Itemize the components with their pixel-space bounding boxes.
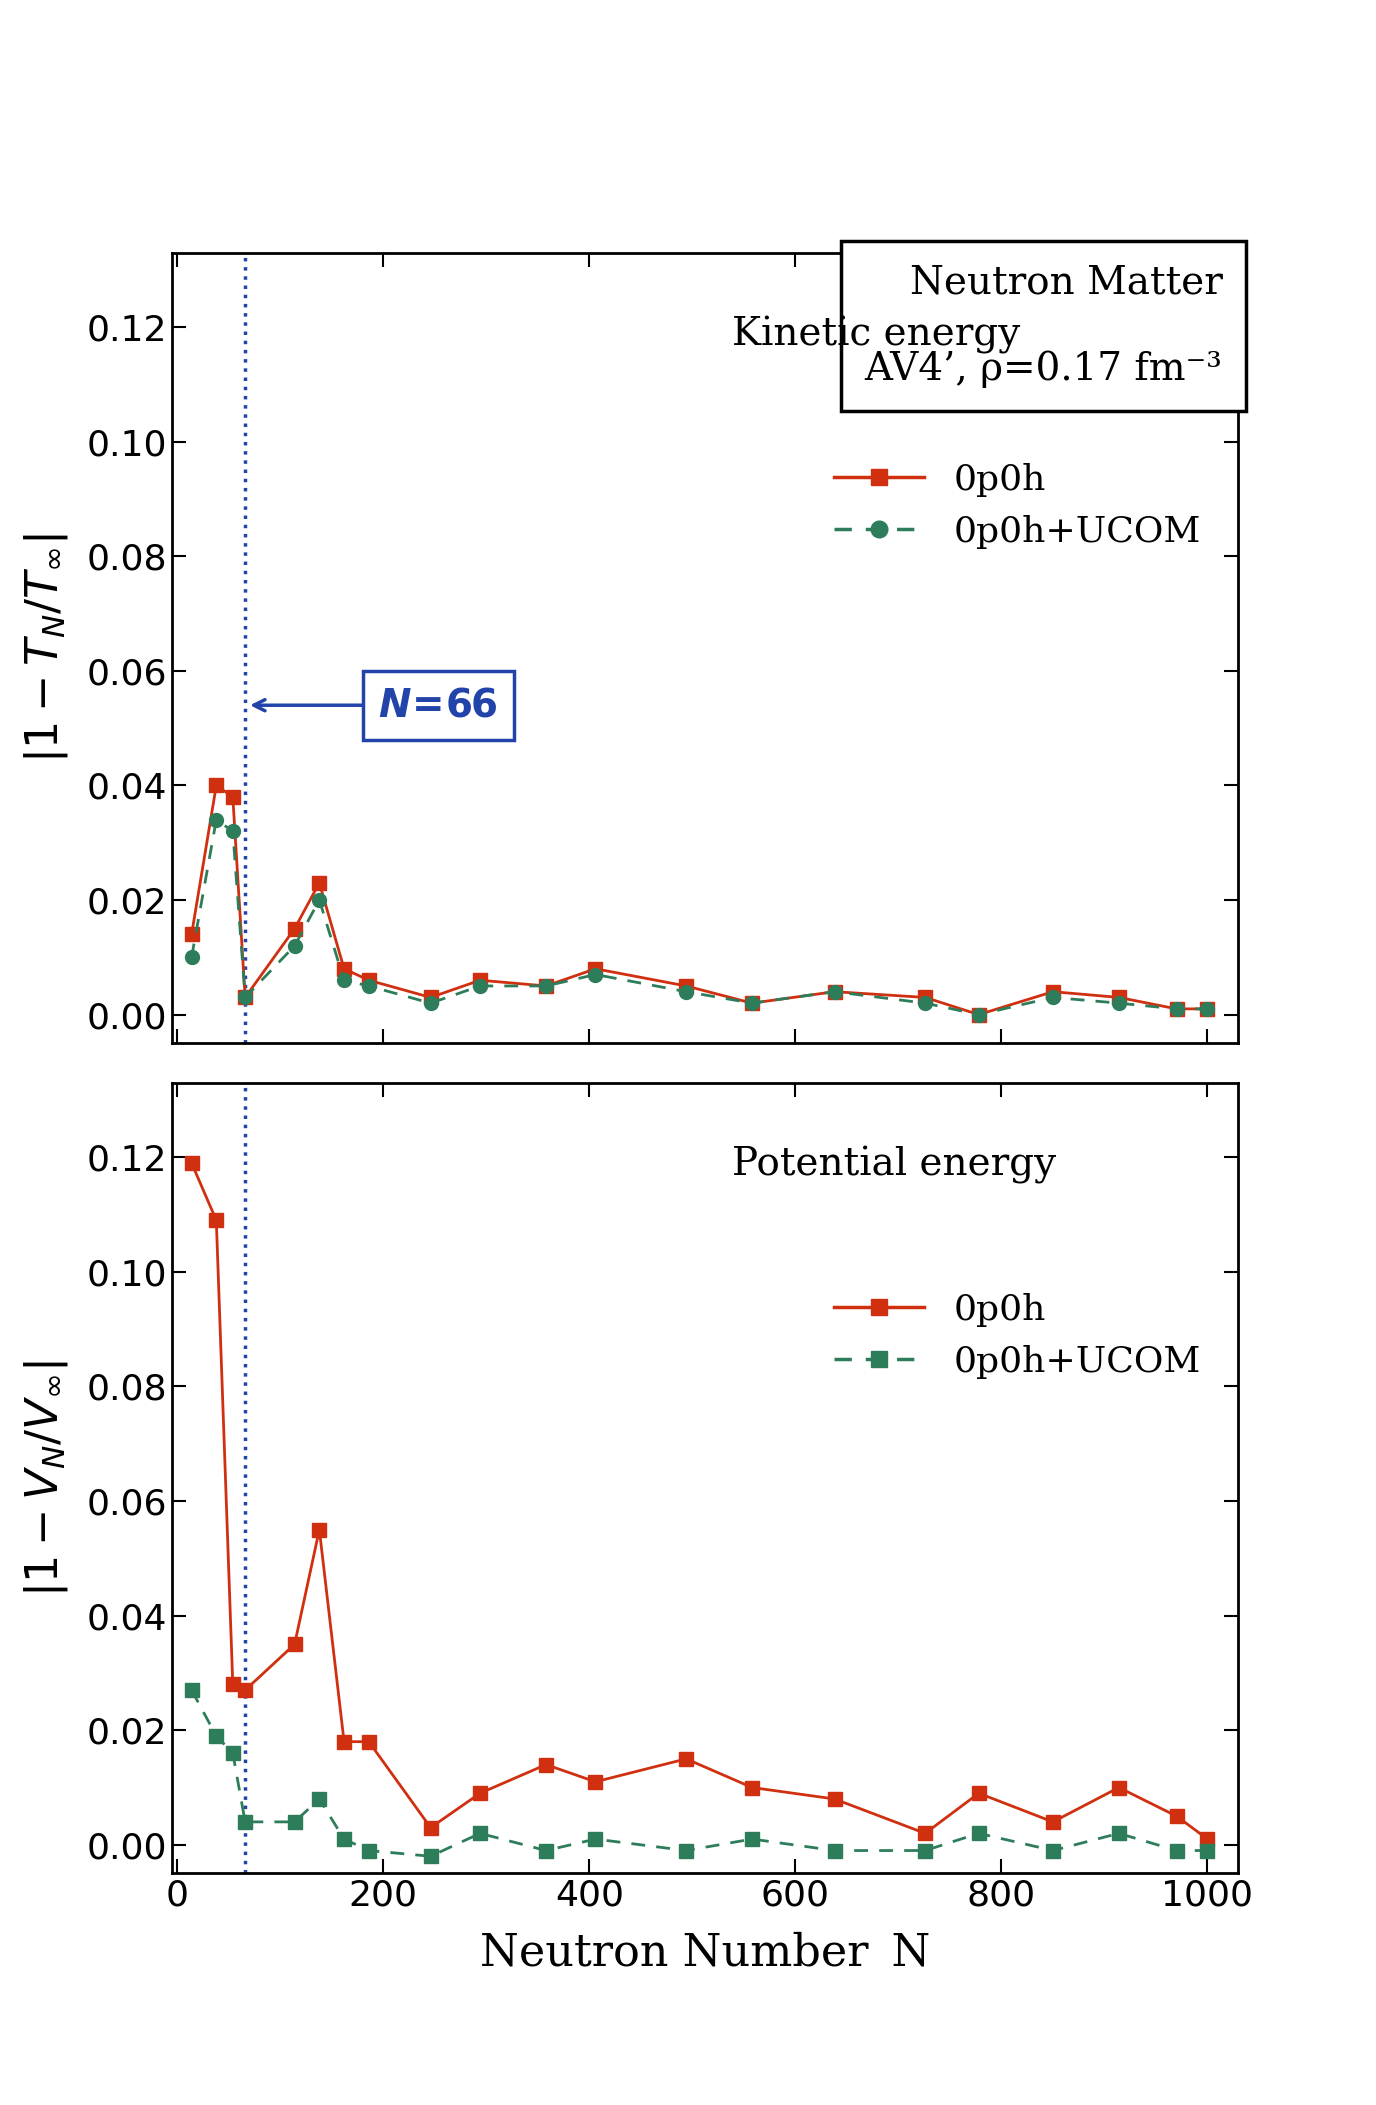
X-axis label: Neutron Number  N: Neutron Number N [480,1932,930,1974]
Text: $\bfit{N}\!=\!\mathbf{66}$: $\bfit{N}\!=\!\mathbf{66}$ [378,686,498,724]
Y-axis label: $|1-V_N/V_\infty|$: $|1-V_N/V_\infty|$ [22,1360,70,1596]
Text: Potential energy: Potential energy [732,1145,1055,1183]
Y-axis label: $|1-T_N/T_\infty|$: $|1-T_N/T_\infty|$ [22,533,70,764]
Legend: 0p0h, 0p0h+UCOM: 0p0h, 0p0h+UCOM [820,448,1215,562]
Legend: 0p0h, 0p0h+UCOM: 0p0h, 0p0h+UCOM [820,1278,1215,1394]
Text: Neutron Matter

AV4’, ρ=0.17 fm⁻³: Neutron Matter AV4’, ρ=0.17 fm⁻³ [864,265,1222,387]
Text: Kinetic energy: Kinetic energy [732,316,1020,354]
